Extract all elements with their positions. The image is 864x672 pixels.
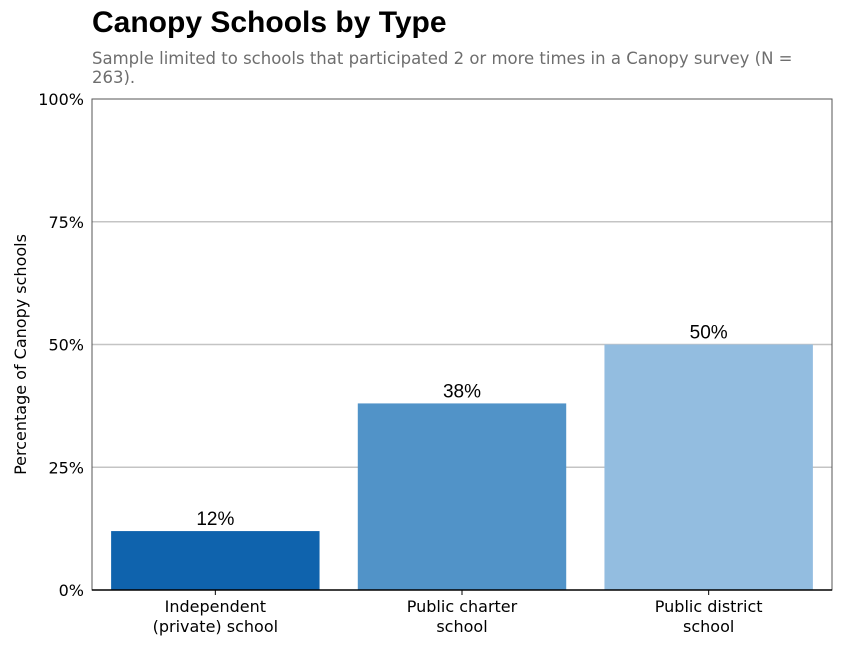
data-label: 12% — [196, 509, 234, 530]
y-tick-label: 0% — [59, 581, 84, 600]
data-label: 50% — [690, 323, 728, 344]
y-axis-title: Percentage of Canopy schools — [11, 234, 30, 475]
bar — [111, 531, 320, 590]
y-tick-label: 50% — [48, 336, 84, 355]
bar — [357, 403, 567, 590]
bar — [604, 344, 813, 590]
x-axis-ticks: Independent (private) school Public charte… — [153, 590, 763, 636]
y-tick-label: 25% — [48, 458, 84, 477]
y-axis-ticks: 0% 25% 50% 75% 100% — [38, 90, 84, 600]
chart-subtitle: Sample limited to schools that participa… — [92, 49, 793, 87]
x-tick-label: Independent (private) school — [153, 597, 278, 636]
x-tick-label: Public district school — [655, 597, 763, 636]
data-labels: 12% 38% 50% — [196, 323, 727, 531]
chart-title: Canopy Schools by Type — [92, 6, 447, 39]
x-tick-label: Public charter school — [407, 597, 518, 636]
data-label: 38% — [443, 381, 481, 402]
y-tick-label: 75% — [48, 213, 84, 232]
y-tick-label: 100% — [38, 90, 84, 109]
bars — [111, 344, 813, 590]
